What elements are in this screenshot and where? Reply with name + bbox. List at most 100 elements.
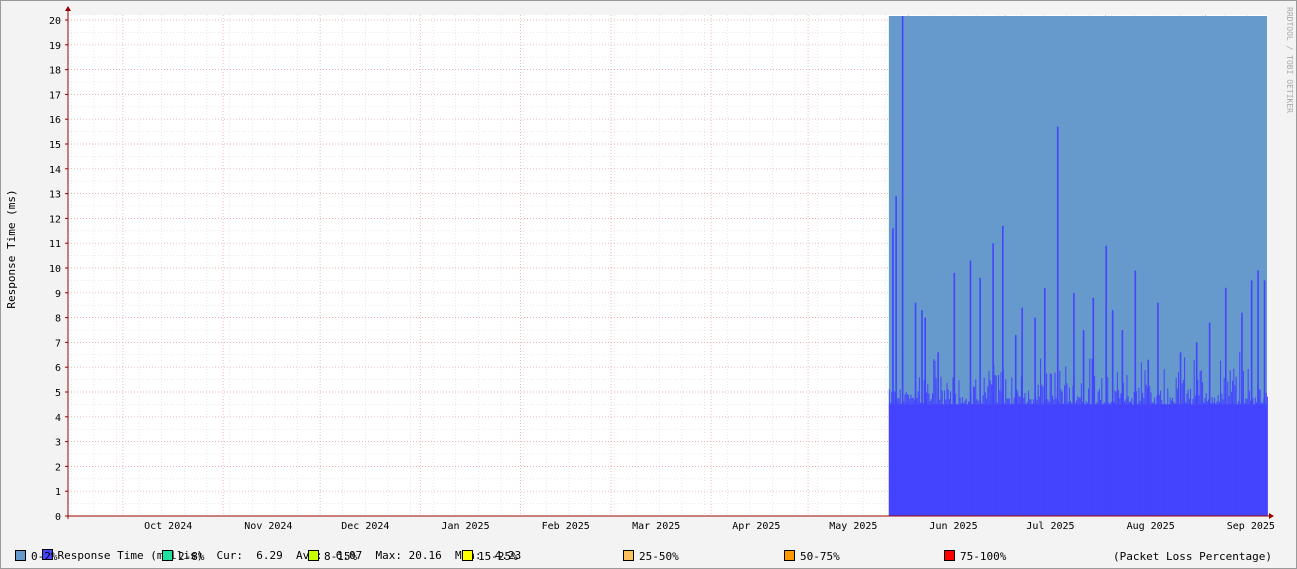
rtt-jitter (1185, 402, 1187, 516)
rtt-jitter (1236, 404, 1238, 516)
rtt-jitter (1048, 401, 1050, 516)
rtt-jitter (1214, 397, 1216, 516)
x-tick-label: Jun 2025 (929, 521, 977, 532)
rtt-jitter (969, 401, 971, 516)
rtt-jitter (1167, 388, 1169, 516)
rtt-jitter (1156, 395, 1158, 516)
rtt-jitter (1228, 396, 1230, 516)
rtt-jitter (1047, 399, 1049, 516)
y-tick-label: 20 (49, 16, 61, 27)
rtt-jitter (1244, 403, 1246, 516)
rtt-jitter (1241, 392, 1243, 516)
rtt-jitter (1251, 397, 1253, 516)
rtt-jitter (1154, 397, 1156, 516)
rtt-jitter (975, 379, 977, 516)
rtt-jitter (1109, 403, 1111, 516)
rtt-jitter (1178, 372, 1180, 516)
rtt-jitter (1061, 391, 1063, 516)
rtt-jitter (992, 385, 994, 516)
rtt-jitter (1246, 398, 1248, 516)
rtt-jitter (948, 398, 950, 516)
rtt-jitter (1044, 399, 1046, 516)
rtt-jitter (970, 393, 972, 516)
rtt-jitter (980, 401, 982, 516)
rtt-jitter (1232, 380, 1234, 516)
legend-note: (Packet Loss Percentage) (1113, 550, 1272, 563)
y-tick-label: 17 (49, 90, 61, 101)
rtt-jitter (1102, 404, 1104, 516)
rtt-jitter (1067, 402, 1069, 516)
rtt-jitter (1157, 391, 1159, 516)
rtt-jitter (1116, 371, 1118, 516)
legend-swatch (308, 550, 319, 561)
rtt-jitter (1180, 402, 1182, 516)
rtt-jitter (965, 398, 967, 516)
rtt-jitter (1078, 397, 1080, 516)
rtt-jitter (1136, 391, 1138, 516)
y-tick-label: 4 (55, 413, 61, 424)
rtt-jitter (1126, 374, 1128, 516)
rtt-jitter (1247, 369, 1249, 516)
rtt-jitter (1071, 403, 1073, 516)
rtt-jitter (1226, 403, 1228, 516)
rtt-jitter (964, 400, 966, 516)
rtt-jitter (888, 389, 890, 516)
rtt-jitter (1029, 399, 1031, 516)
x-tick-label: Jan 2025 (441, 521, 489, 532)
rtt-jitter (1001, 392, 1003, 516)
rtt-jitter (1227, 381, 1229, 516)
rtt-spike (1263, 280, 1266, 516)
rtt-jitter (1138, 388, 1140, 516)
rtt-jitter (1179, 403, 1181, 516)
rtt-jitter (1258, 388, 1260, 516)
rtt-jitter (1010, 404, 1012, 516)
rtt-jitter (993, 365, 995, 516)
rtt-jitter (1186, 393, 1188, 516)
rtt-jitter (1143, 398, 1145, 516)
rtt-jitter (945, 399, 947, 516)
rtt-jitter (1006, 398, 1008, 516)
rtt-jitter (1070, 401, 1072, 516)
rtt-jitter (1260, 402, 1262, 516)
rtt-jitter (893, 391, 895, 516)
rtt-jitter (982, 395, 984, 516)
rtt-jitter (896, 401, 898, 516)
rtt-jitter (1072, 385, 1074, 516)
rtt-jitter (1259, 389, 1261, 516)
rtt-jitter (1131, 398, 1133, 516)
rtt-jitter (1121, 389, 1123, 516)
rtt-jitter (1016, 389, 1018, 516)
rtt-spike (1034, 317, 1036, 516)
rtt-jitter (928, 393, 930, 516)
rtt-jitter (1142, 392, 1144, 516)
rtt-jitter (922, 403, 924, 516)
rtt-spike (1044, 287, 1046, 516)
rtt-jitter (905, 391, 907, 516)
rtt-jitter (1184, 357, 1186, 516)
legend-label: 0-2% (31, 550, 58, 563)
rtt-jitter (1197, 379, 1199, 516)
rtt-jitter (977, 400, 979, 516)
rtt-jitter (898, 398, 900, 516)
rtt-jitter (1224, 397, 1226, 516)
x-tick-label: Feb 2025 (542, 521, 590, 532)
y-tick-label: 5 (55, 388, 61, 399)
rtt-jitter (1100, 399, 1102, 516)
rtt-jitter (1155, 404, 1157, 516)
rtt-jitter (1163, 369, 1165, 516)
rtt-jitter (1020, 376, 1022, 516)
rtt-jitter (1032, 399, 1034, 516)
rtt-jitter (891, 392, 893, 516)
rtt-jitter (1254, 397, 1256, 516)
rtt-jitter (939, 399, 941, 516)
rtt-jitter (1089, 358, 1091, 516)
rrdtool-watermark: RRDTOOL / TOBI OETIKER (1285, 7, 1294, 113)
rtt-jitter (914, 400, 916, 516)
rtt-jitter (900, 403, 902, 516)
rtt-jitter (1115, 391, 1117, 516)
rtt-jitter (1043, 403, 1045, 516)
rtt-jitter (1052, 395, 1054, 516)
rtt-jitter (923, 380, 925, 516)
rtt-jitter (1211, 397, 1213, 516)
